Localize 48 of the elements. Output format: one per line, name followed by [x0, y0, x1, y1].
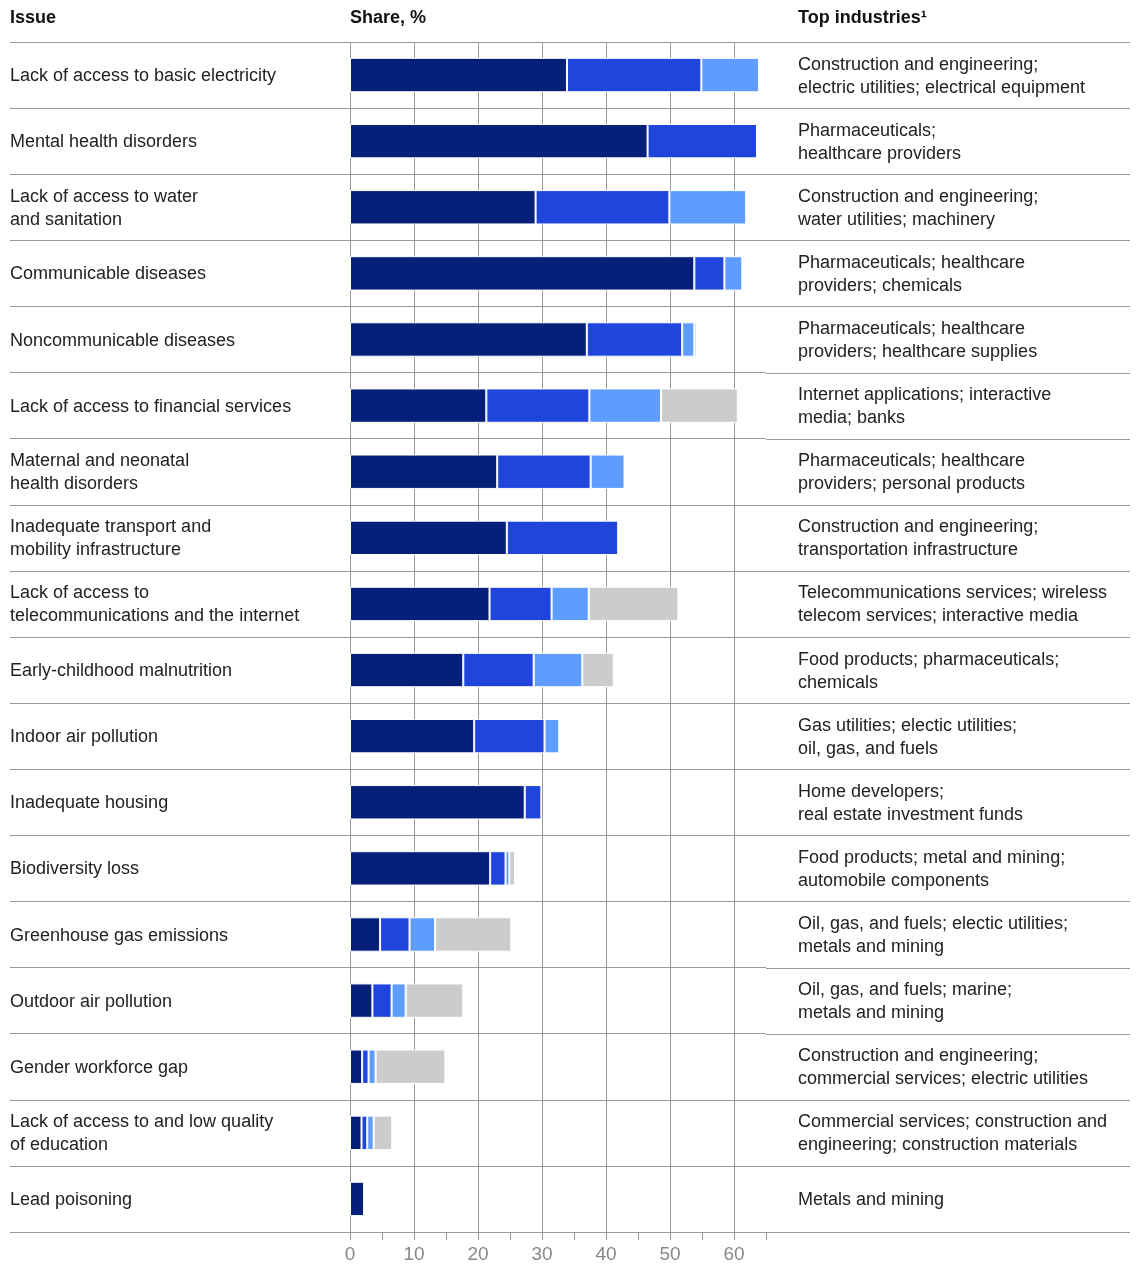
- x-axis-title: Share, %: [350, 7, 427, 27]
- text: Construction and engineering; commercial services; electric utilities: [798, 1045, 1089, 1089]
- y-tick-label: Lack of access to telecommunications and the internet: [10, 582, 300, 626]
- y-tick-label: Lack of access to basic electricity: [10, 65, 277, 86]
- y-tick-label: Biodiversity loss: [10, 858, 140, 879]
- x-tick-label: 50: [659, 1243, 681, 1264]
- y-tick-label: Noncommunicable diseases: [10, 329, 236, 350]
- y-tick-label: Mental health disorders: [10, 131, 198, 152]
- x-tick-label: 60: [723, 1243, 745, 1264]
- text: Construction and engineering; electric utilities; electrical equipment: [798, 53, 1086, 97]
- x-tick-label: 40: [595, 1243, 617, 1264]
- y-tick-label: Greenhouse gas emissions: [10, 924, 229, 945]
- x-tick-label: 10: [403, 1243, 425, 1264]
- y-axis-title: Issue: [10, 7, 57, 27]
- x-tick-label: 20: [467, 1243, 489, 1264]
- bar: [350, 1181, 365, 1217]
- y-tick-label: Outdoor air pollution: [10, 990, 173, 1011]
- text: Construction and engineering; transportation infrastructure: [798, 516, 1039, 560]
- text: Internet applications; interactive media; banks: [798, 384, 1052, 428]
- y2-axis-title: Top industries¹: [798, 7, 927, 27]
- text: Food products; pharmaceuticals; chemicals: [798, 648, 1060, 692]
- text: Oil, gas, and fuels; marine; metals and mining: [798, 979, 1013, 1023]
- y-tick-label: Inadequate transport and mobility infrastructure: [10, 516, 212, 560]
- text: Food products; metal and mining; automobile components: [798, 846, 1066, 890]
- text: Pharmaceuticals; healthcare providers; personal products: [798, 450, 1026, 494]
- y-tick-label: Early-childhood malnutrition: [10, 660, 233, 681]
- x-tick-label: 0: [344, 1243, 356, 1264]
- text: Commercial services; construction and engineering; construction materials: [798, 1111, 1108, 1155]
- y-tick-label: Lack of access to water and sanitation: [10, 185, 199, 229]
- text: Pharmaceuticals; healthcare providers; chemicals: [798, 251, 1026, 295]
- text: Home developers; real estate investment funds: [798, 780, 1024, 824]
- y-tick-label: Lack of access to and low quality of education: [10, 1111, 274, 1155]
- text: Construction and engineering; water utilities; machinery: [797, 185, 1039, 229]
- text: Oil, gas, and fuels; electic utilities; metals and mining: [798, 913, 1069, 956]
- y-tick-label: Gender workforce gap: [10, 1056, 189, 1077]
- y-tick-label: Communicable diseases: [10, 263, 207, 284]
- text: Telecommunications services; wireless telecom services; interactive media: [798, 582, 1108, 626]
- bar: [509, 851, 516, 886]
- text: Metals and mining: [798, 1188, 945, 1209]
- text: Gas utilities; electic utilities; oil, gas, and fuels: [798, 714, 1018, 758]
- y-tick-label: Inadequate housing: [10, 792, 169, 813]
- text: Pharmaceuticals; healthcare providers: [798, 119, 962, 163]
- y-tick-label: Maternal and neonatal health disorders: [10, 450, 190, 494]
- y-tick-label: Lack of access to financial services: [10, 395, 292, 416]
- y-tick-label: Indoor air pollution: [10, 726, 159, 747]
- text: Pharmaceuticals; healthcare providers; healthcare supplies: [798, 318, 1038, 361]
- y-tick-label: Lead poisoning: [10, 1188, 133, 1209]
- x-tick-label: 30: [531, 1243, 553, 1264]
